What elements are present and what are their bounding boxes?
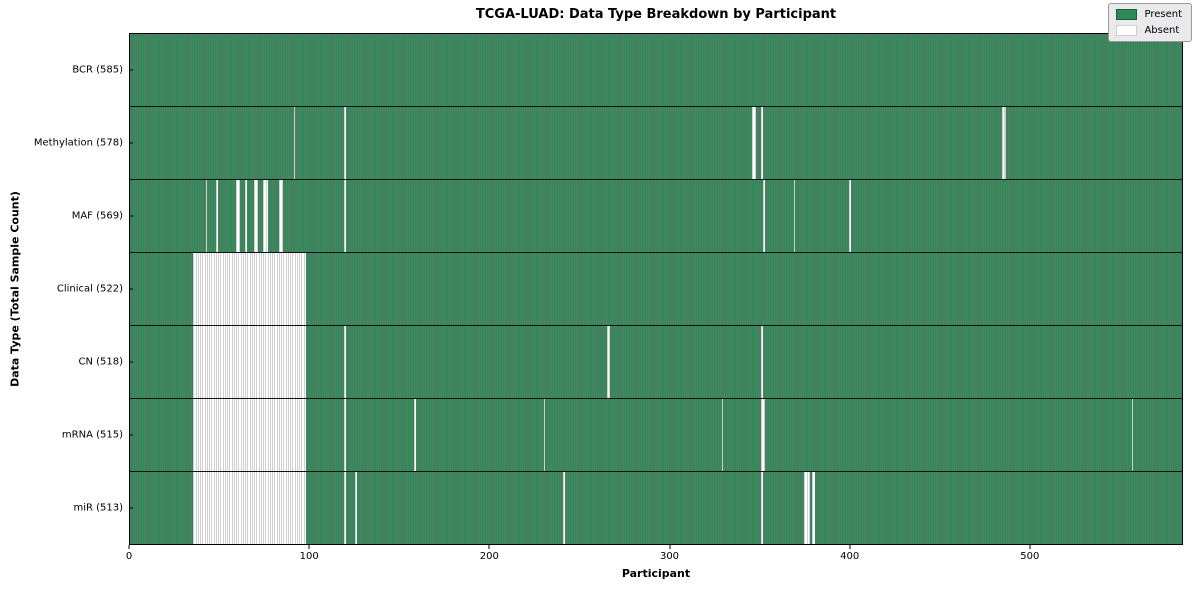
absent-segment <box>279 180 283 252</box>
chart-title: TCGA-LUAD: Data Type Breakdown by Partic… <box>475 7 837 22</box>
heatmap-row-mRNA <box>130 398 1182 471</box>
y-tick-label-miR: miR (513) <box>73 502 123 514</box>
x-tick-mark <box>1029 545 1031 549</box>
heatmap-row-MAF <box>130 179 1182 252</box>
absent-segment <box>606 326 611 398</box>
absent-segment <box>192 253 307 325</box>
y-tick-mark <box>129 215 133 217</box>
x-axis-label: Participant <box>621 567 691 580</box>
y-tick-mark <box>129 69 133 71</box>
legend-item-absent: Absent <box>1116 25 1182 36</box>
absent-segment <box>192 472 307 544</box>
absent-segment <box>849 180 852 252</box>
absent-segment <box>811 472 816 544</box>
y-tick-mark <box>129 288 133 290</box>
y-tick-mark <box>129 434 133 436</box>
x-tick-mark <box>488 545 490 549</box>
absent-segment <box>192 399 307 471</box>
heatmap-row-Clinical <box>130 252 1182 325</box>
absent-segment <box>721 399 724 471</box>
x-tick-label-0: 0 <box>125 551 133 562</box>
absent-segment <box>245 180 247 252</box>
absent-segment <box>354 472 357 544</box>
heatmap-row-miR <box>130 471 1182 544</box>
absent-segment <box>761 326 763 398</box>
absent-segment <box>254 180 258 252</box>
absent-segment <box>793 180 796 252</box>
absent-segment <box>216 180 219 252</box>
absent-segment <box>761 107 763 179</box>
y-tick-labels: BCR (585) Methylation (578) MAF (569) Clini… <box>0 33 123 545</box>
y-tick-mark <box>129 507 133 509</box>
absent-segment <box>263 180 269 252</box>
absent-segment <box>1002 107 1006 179</box>
absent-segment <box>1131 399 1134 471</box>
absent-segment <box>192 326 307 398</box>
y-tick-label-MAF: MAF (569) <box>71 210 123 222</box>
plot-area <box>129 33 1183 545</box>
absent-segment <box>563 472 566 544</box>
y-tick-label-mRNA: mRNA (515) <box>61 429 123 441</box>
y-tick-label-Clinical: Clinical (522) <box>56 283 123 295</box>
heatmap-row-BCR <box>130 34 1182 106</box>
x-tick-label-300: 300 <box>659 551 680 562</box>
x-tick-label-100: 100 <box>299 551 319 562</box>
y-tick-mark <box>129 361 133 363</box>
legend-present-label: Present <box>1144 9 1182 20</box>
absent-segment <box>804 472 810 544</box>
x-tick-area: 0 100 200 300 400 500 <box>125 545 1183 565</box>
legend: Present Absent <box>1108 3 1192 42</box>
legend-absent-label: Absent <box>1144 25 1180 36</box>
x-tick-label-200: 200 <box>479 551 499 562</box>
absent-segment <box>762 180 765 252</box>
absent-segment <box>205 180 208 252</box>
heatmap-row-CN <box>130 325 1182 398</box>
heatmap-row-Methylation <box>130 106 1182 179</box>
legend-item-present: Present <box>1116 9 1182 20</box>
absent-swatch-icon <box>1116 25 1138 36</box>
absent-segment <box>343 472 346 544</box>
absent-segment <box>293 107 296 179</box>
absent-segment <box>343 326 346 398</box>
absent-segment <box>761 399 765 471</box>
absent-segment <box>752 107 756 179</box>
y-tick-label-Methylation: Methylation (578) <box>33 137 123 149</box>
absent-segment <box>414 399 416 471</box>
absent-segment <box>543 399 546 471</box>
y-tick-mark <box>129 142 133 144</box>
x-tick-label-500: 500 <box>1020 551 1040 562</box>
absent-segment <box>236 180 240 252</box>
x-tick-mark <box>849 545 851 549</box>
absent-segment <box>343 399 346 471</box>
absent-segment <box>343 180 346 252</box>
y-tick-label-BCR: BCR (585) <box>72 64 123 76</box>
absent-segment <box>343 107 346 179</box>
x-tick-mark <box>669 545 670 549</box>
present-swatch-icon <box>1116 9 1138 20</box>
x-tick-mark <box>128 545 130 549</box>
absent-segment <box>761 472 763 544</box>
x-tick-mark <box>308 545 310 549</box>
y-tick-label-CN: CN (518) <box>78 356 123 368</box>
x-tick-label-400: 400 <box>840 551 860 562</box>
